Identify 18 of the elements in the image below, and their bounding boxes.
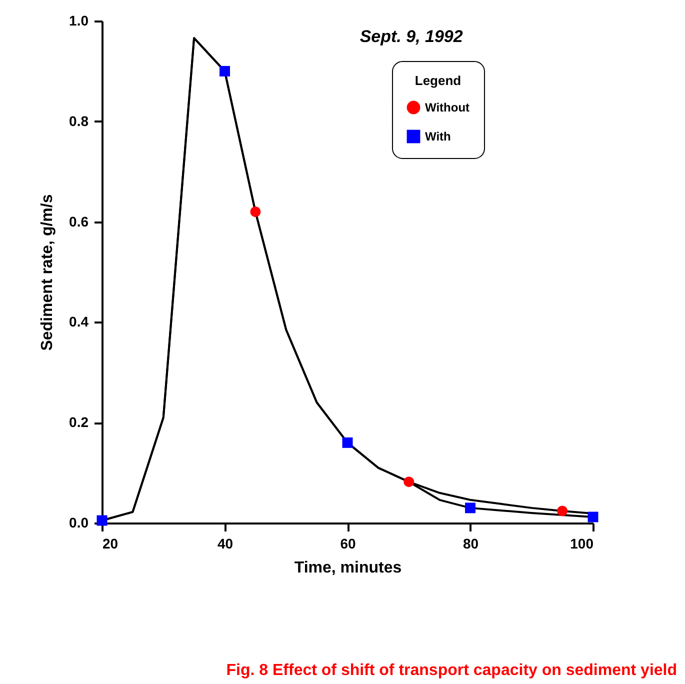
y-tick-label: 0.8 <box>69 112 89 129</box>
x-tick-label: 40 <box>217 536 234 552</box>
x-tick-label: 60 <box>340 536 356 552</box>
x-tick-label: 80 <box>462 536 479 552</box>
y-axis-title: Sediment rate, g/m/s <box>39 194 56 351</box>
legend-label: With <box>425 130 451 144</box>
y-tick-label: 0.0 <box>69 514 89 530</box>
y-tick-label: 1.0 <box>69 12 89 28</box>
caption: Fig. 8 Effect of shift of transport capacity on sediment yield <box>226 662 677 679</box>
y-tick-label: 0.2 <box>69 414 89 430</box>
y-tick-label: 0.4 <box>69 314 89 330</box>
legend-title: Legend <box>414 73 462 88</box>
x-axis-title: Time, minutes <box>294 560 402 576</box>
legend-label: Without <box>425 100 470 114</box>
x-tick-label: 100 <box>570 536 594 552</box>
x-tick-label: 20 <box>102 536 118 552</box>
y-tick-label: 0.6 <box>69 213 89 230</box>
chart-title: Sept. 9, 1992 <box>360 27 464 46</box>
